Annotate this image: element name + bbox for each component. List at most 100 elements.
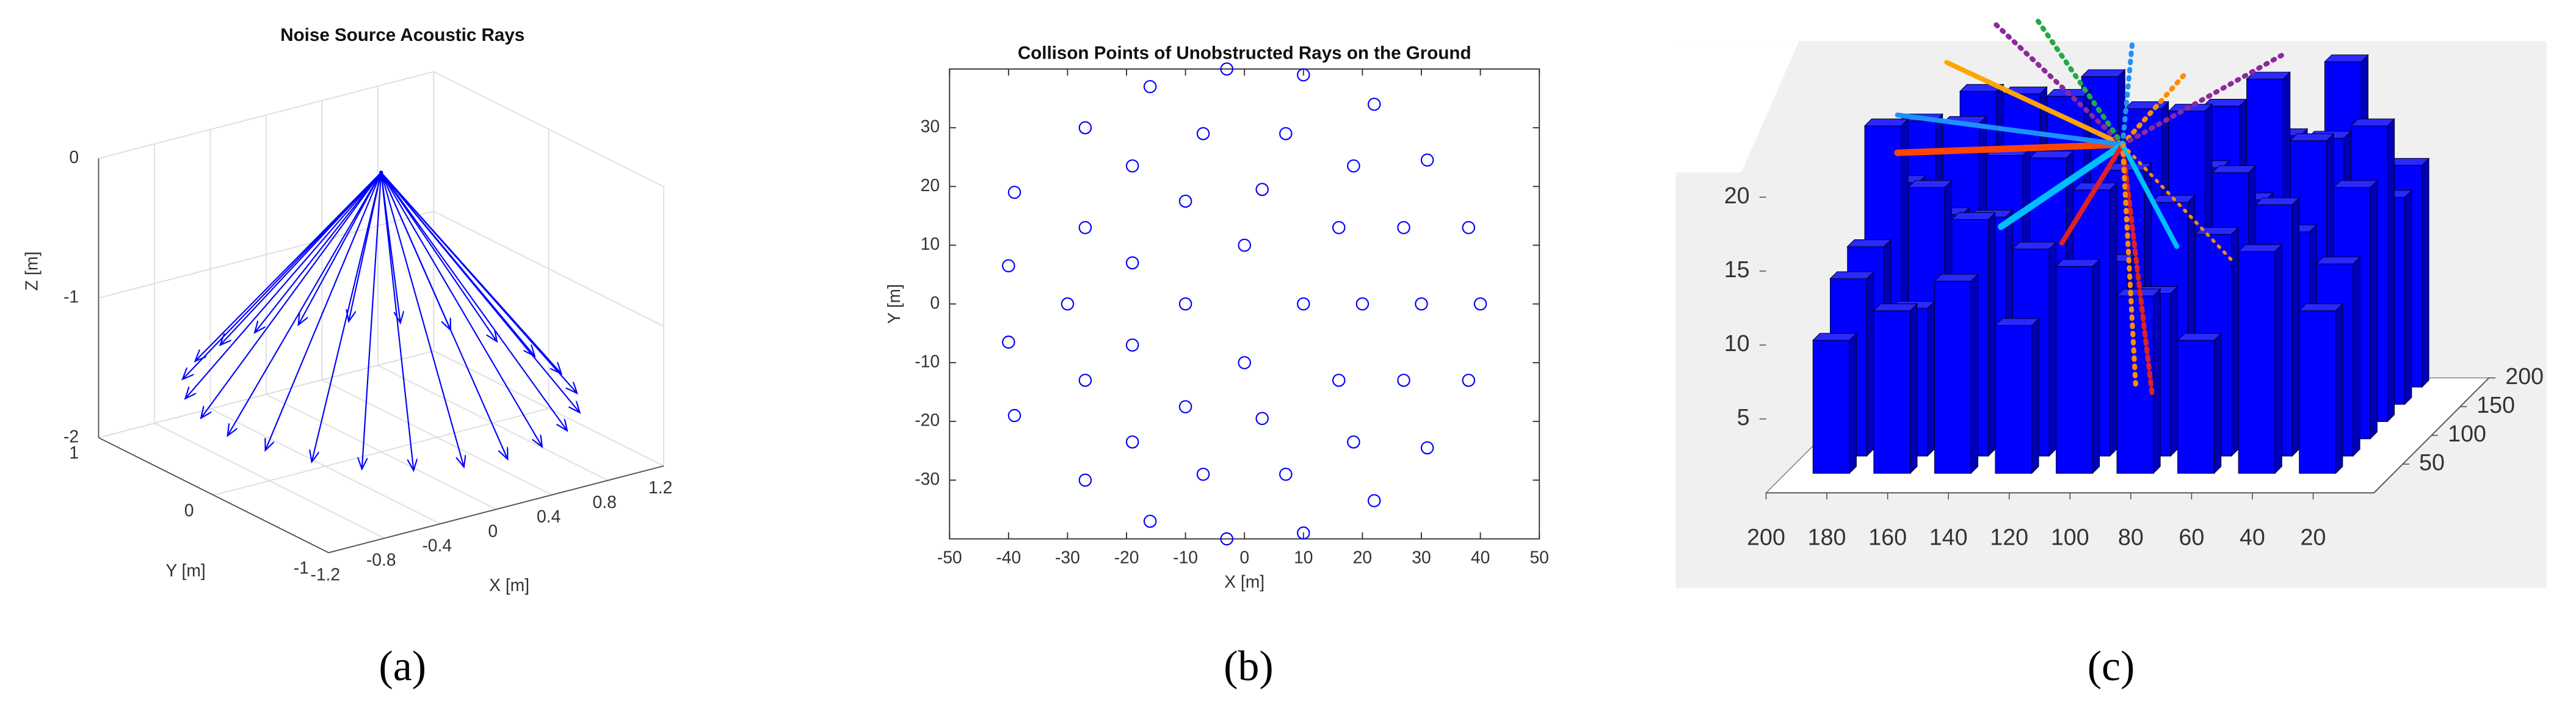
x-tick-label: 20: [2301, 524, 2326, 550]
z-tick-label: 15: [1724, 256, 1750, 282]
ray-arrow: [380, 172, 542, 447]
x-tick-label: -0.8: [366, 550, 396, 570]
y-axis-line: [98, 437, 329, 554]
scatter-point: [1473, 297, 1487, 311]
building-side: [2274, 244, 2282, 474]
scatter-point: [1347, 435, 1360, 449]
panel-label: (a): [379, 643, 426, 690]
building: [1934, 273, 1979, 474]
building-front: [2299, 310, 2337, 474]
building-side: [2031, 318, 2039, 474]
x-axis-line: [328, 465, 664, 554]
x-tick-label: -20: [1114, 547, 1139, 567]
building-side: [2291, 197, 2300, 457]
ray-arrow: [380, 172, 507, 460]
building-side: [2370, 180, 2378, 440]
building-side: [2353, 256, 2360, 457]
ray-arrow: [380, 172, 413, 471]
z-tick-label: 0: [69, 147, 79, 167]
y-axis-label: Y [m]: [165, 561, 205, 580]
x-axis-label: X [m]: [1224, 572, 1264, 592]
scatter-point: [1420, 153, 1434, 167]
building-side: [2231, 227, 2239, 457]
scatter-point: [1143, 514, 1157, 528]
y-tick-label: 10: [921, 234, 940, 253]
building-side: [2387, 118, 2395, 423]
building-top: [1846, 239, 1892, 247]
grid-line: [98, 71, 434, 159]
scatter-point: [1367, 494, 1381, 507]
building-side: [2170, 285, 2178, 457]
ray-arrow: [312, 172, 382, 462]
ray-arrow: [266, 172, 382, 451]
building-top: [2324, 54, 2369, 62]
x-tick-label: 60: [2179, 524, 2204, 550]
building-top: [1907, 180, 1953, 188]
z-tick-label: 10: [1724, 330, 1750, 356]
z-tick-label: -2: [63, 426, 79, 446]
building-front: [2055, 266, 2093, 474]
ray-arrow: [299, 172, 382, 325]
panel-c-rays: [1894, 17, 2287, 397]
ray-path: [2120, 38, 2135, 147]
building: [1812, 332, 1857, 474]
ray-path: [2059, 142, 2125, 246]
z-tick-label: 5: [1737, 404, 1750, 430]
building: [1994, 318, 2040, 474]
x-tick-label: 0.4: [537, 507, 561, 526]
scatter-point: [1061, 297, 1075, 311]
building-top: [2255, 197, 2300, 205]
scatter-point: [1196, 467, 1210, 481]
grid-line: [433, 211, 664, 327]
building-front: [1995, 325, 2033, 474]
z-axis-label: Z [m]: [21, 252, 41, 291]
building: [2237, 244, 2283, 474]
building-side: [1927, 300, 1935, 457]
panel-c: 2040608010012014016018020050100150200510…: [1724, 54, 2544, 550]
building-top: [2194, 227, 2240, 235]
z-tick-label: -1: [63, 287, 79, 307]
scatter-point: [1178, 400, 1192, 413]
scatter-point: [1143, 80, 1157, 93]
y-tick-label: 0: [184, 500, 194, 520]
building-top: [2177, 333, 2222, 341]
scatter-point: [1397, 374, 1410, 387]
scatter-point: [1002, 259, 1015, 273]
building: [2298, 303, 2344, 474]
scatter-point: [1332, 220, 1346, 234]
x-tick-label: 40: [2240, 524, 2265, 550]
scatter-point: [1220, 532, 1233, 546]
building-side: [2109, 182, 2117, 457]
x-tick-label: -1.2: [310, 564, 340, 584]
x-tick-label: 0: [1239, 547, 1249, 567]
building-top: [2289, 133, 2335, 141]
scatter-point: [1255, 412, 1269, 426]
x-tick-label: 40: [1471, 547, 1490, 567]
scatter-point: [1279, 467, 1293, 481]
ray-arrow: [380, 172, 464, 467]
building-side: [2048, 241, 2056, 457]
ray-arrow: [380, 172, 567, 431]
x-axis-label: X [m]: [489, 575, 529, 595]
building-front: [2177, 339, 2215, 474]
building-front: [1934, 280, 1972, 474]
scatter-point: [1125, 159, 1139, 173]
scatter-point: [1297, 526, 1310, 540]
scatter-point: [1332, 374, 1346, 387]
y-tick-label: 0: [930, 292, 940, 312]
building-side: [1910, 303, 1918, 474]
y-tick-label: 200: [2505, 363, 2544, 389]
scatter-point: [1255, 183, 1269, 196]
y-tick-label: 150: [2476, 392, 2515, 418]
building-top: [2237, 244, 2283, 252]
scatter-point: [1238, 238, 1251, 252]
ray-path: [2034, 17, 2125, 147]
scatter-point: [1397, 220, 1410, 234]
scatter-point: [1125, 435, 1139, 449]
ray-arrow: [380, 172, 579, 413]
panel-label: (b): [1224, 643, 1274, 690]
grid-line: [213, 408, 549, 496]
x-tick-label: -30: [1055, 547, 1080, 567]
building: [2116, 288, 2161, 474]
y-tick-label: 50: [2419, 449, 2445, 475]
